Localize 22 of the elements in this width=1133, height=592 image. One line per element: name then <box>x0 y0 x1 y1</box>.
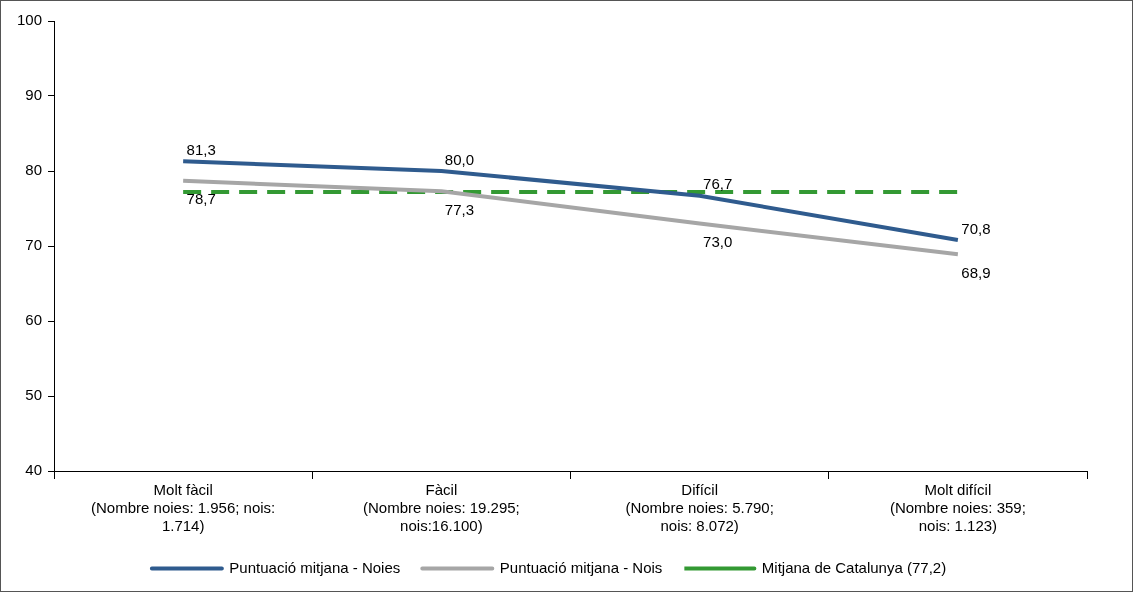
data-label: 73,0 <box>703 233 733 251</box>
legend-label: Mitjana de Catalunya (77,2) <box>761 558 947 576</box>
data-label: 70,8 <box>961 219 991 237</box>
y-tick-label: 50 <box>25 386 43 404</box>
data-label: 68,9 <box>961 263 991 281</box>
x-tick-label: Molt difícil (Nombre noies: 359; nois: 1.123) <box>889 481 1026 535</box>
x-tick-label: Difícil (Nombre noies: 5.790; nois: 8.072) <box>625 481 774 535</box>
x-tick-label: Molt fàcil (Nombre noies: 1.956; nois: 1.714) <box>91 481 276 535</box>
data-label: 77,3 <box>444 200 474 218</box>
data-label: 78,7 <box>186 190 216 208</box>
y-tick-label: 70 <box>25 236 43 254</box>
legend-label: Puntuació mitjana - Nois <box>499 558 663 576</box>
data-label: 80,0 <box>444 150 474 168</box>
data-label: 81,3 <box>186 140 216 158</box>
y-tick-label: 90 <box>25 86 43 104</box>
y-tick-label: 100 <box>17 11 43 29</box>
x-tick-label: Fàcil (Nombre noies: 19.295; nois:16.100) <box>363 481 520 535</box>
data-label: 76,7 <box>703 175 733 193</box>
y-tick-label: 60 <box>25 311 43 329</box>
y-tick-label: 80 <box>25 161 43 179</box>
y-tick-label: 40 <box>25 461 43 479</box>
legend-label: Puntuació mitjana - Noies <box>229 558 401 576</box>
